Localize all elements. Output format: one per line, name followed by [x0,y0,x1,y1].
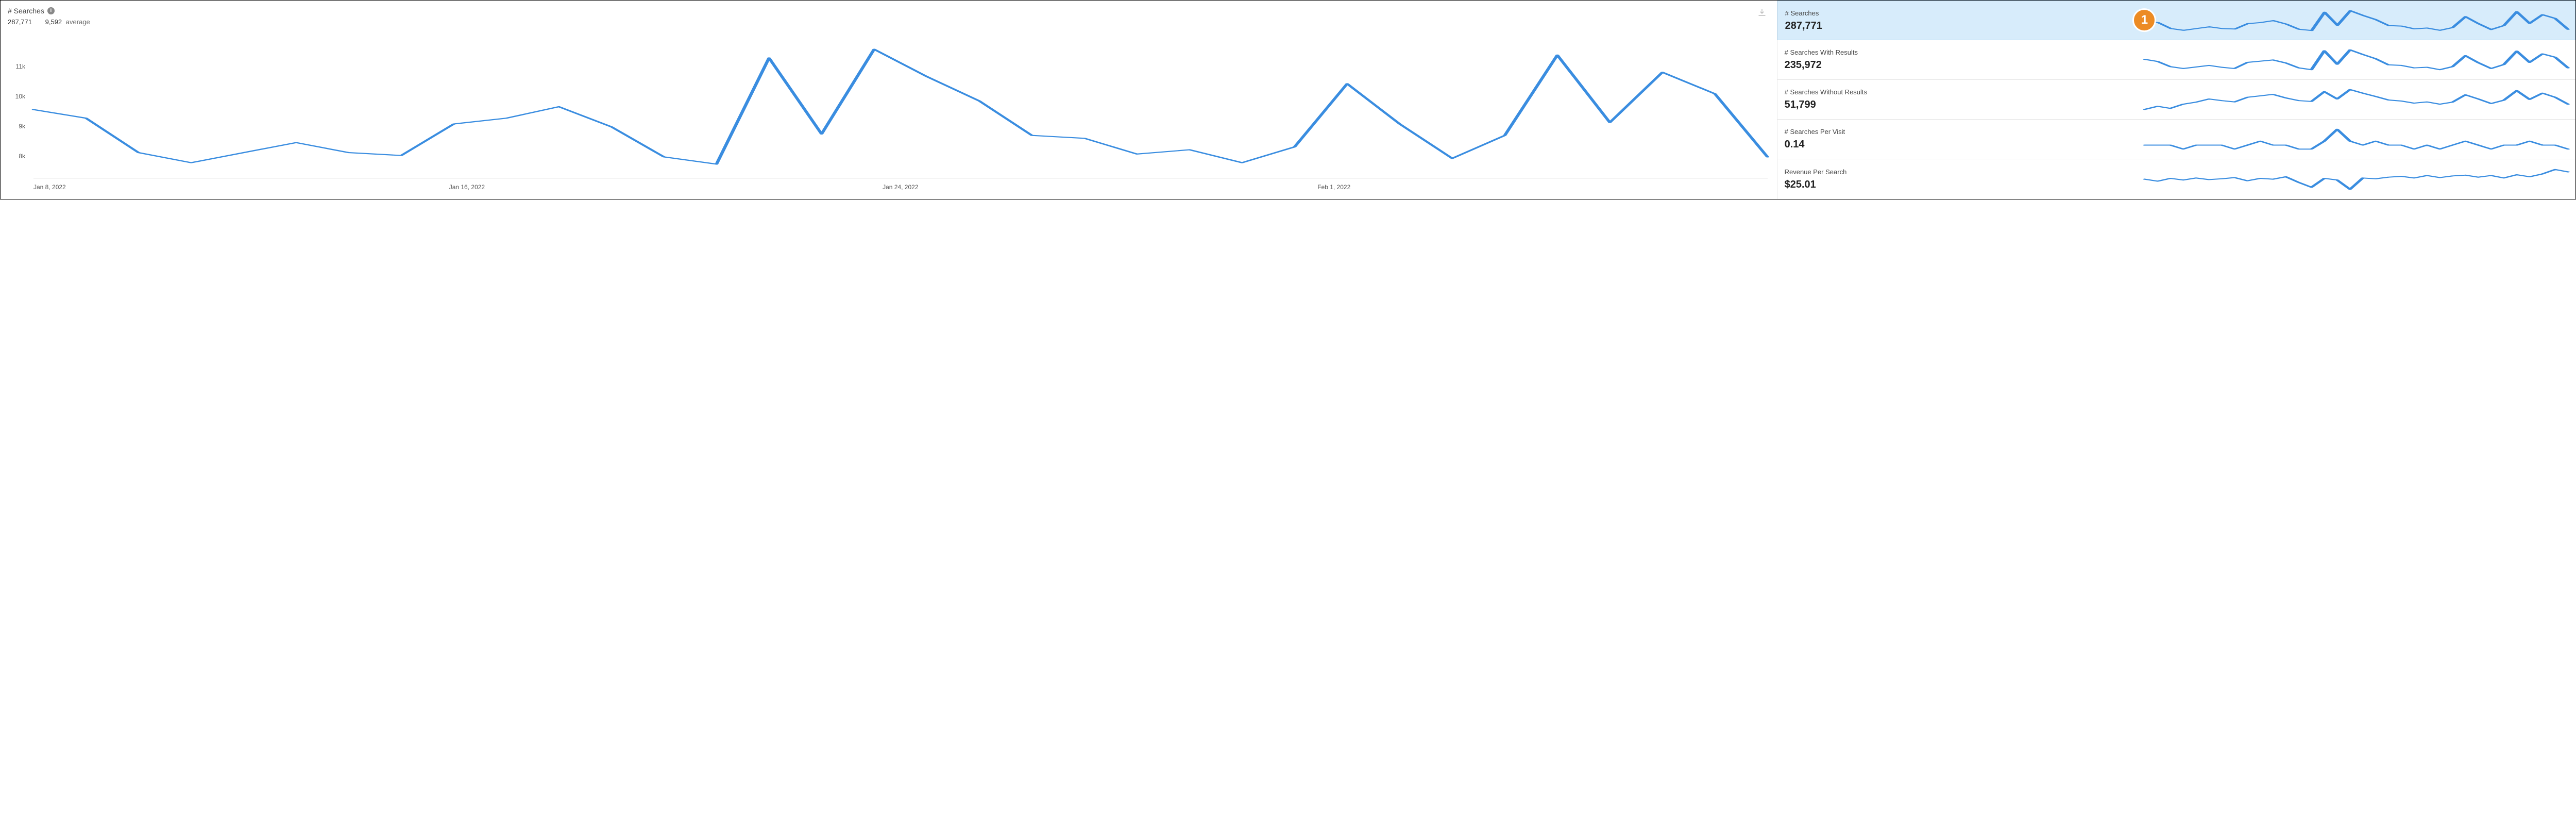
x-axis: Jan 8, 2022 Jan 16, 2022 Jan 24, 2022 Feb 1… [33,184,1768,194]
dashboard-card: # Searches i 287,771 9,592 average 8k 9k 1… [0,0,2576,199]
metric-text: Revenue Per Search $25.01 [1785,168,2145,191]
metric-text: # Searches Without Results 51,799 [1785,88,2145,111]
y-tick-label: 11k [16,63,25,70]
y-axis: 8k 9k 10k 11k [8,35,28,178]
metric-row[interactable]: # Searches Per Visit 0.14 [1777,120,2575,159]
metric-value: 235,972 [1785,59,2145,71]
sparkline [2145,89,2568,110]
chart-header: # Searches i [8,7,1768,15]
callout-badge: 1 [2132,8,2156,32]
metric-value: $25.01 [1785,179,2145,191]
chart-average-value: 9,592 [45,18,62,26]
chart-title: # Searches [8,7,44,15]
metric-row[interactable]: # Searches 287,7711 [1777,1,2575,40]
y-tick-label: 9k [19,123,25,130]
metric-value: 51,799 [1785,99,2145,111]
metric-row[interactable]: # Searches Without Results 51,799 [1777,80,2575,120]
metric-label: # Searches [1785,9,2145,17]
x-tick-label: Jan 8, 2022 [33,184,66,191]
metric-label: # Searches Per Visit [1785,128,2145,136]
metric-value: 287,771 [1785,20,2145,32]
x-tick-label: Jan 24, 2022 [883,184,918,191]
metric-text: # Searches 287,771 [1785,9,2145,32]
chart-plot [33,35,1768,178]
sparkline [2145,49,2568,70]
download-icon[interactable] [1758,9,1766,20]
metric-text: # Searches Per Visit 0.14 [1785,128,2145,151]
main-chart-panel: # Searches i 287,771 9,592 average 8k 9k 1… [1,1,1777,199]
x-tick-label: Jan 16, 2022 [449,184,485,191]
chart-area: 8k 9k 10k 11k Jan 8, 2022 Jan 16, 2022 Jan 24… [8,35,1768,194]
metric-text: # Searches With Results 235,972 [1785,48,2145,71]
sparkline [2145,169,2568,190]
sparkline [2145,10,2568,31]
chart-average-label: average [66,18,90,26]
metric-row[interactable]: # Searches With Results 235,972 [1777,40,2575,80]
metrics-sidebar: # Searches 287,7711 # Searches With Result… [1777,1,2575,199]
sparkline [2145,129,2568,149]
metric-row[interactable]: Revenue Per Search $25.01 [1777,159,2575,199]
chart-total-value: 287,771 [8,18,32,26]
x-tick-label: Feb 1, 2022 [1317,184,1350,191]
info-icon[interactable]: i [47,7,55,14]
y-tick-label: 8k [19,153,25,160]
main-chart-line [33,35,1768,178]
chart-subheader: 287,771 9,592 average [8,18,1768,26]
y-tick-label: 10k [15,93,25,100]
metric-label: # Searches Without Results [1785,88,2145,96]
metric-value: 0.14 [1785,139,2145,151]
metric-label: # Searches With Results [1785,48,2145,56]
metric-label: Revenue Per Search [1785,168,2145,176]
